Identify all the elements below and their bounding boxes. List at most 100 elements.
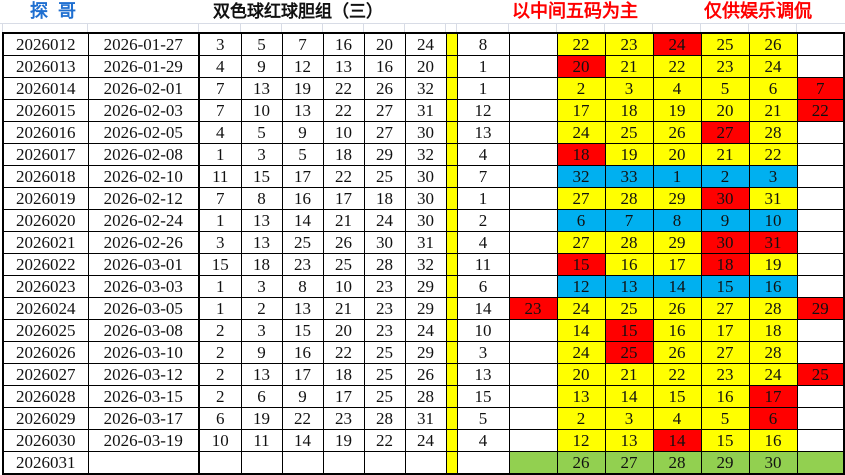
- blue-ball-cell: 10: [456, 319, 510, 342]
- middle-code-cell: 4: [652, 77, 702, 100]
- middle-code-cell: 13: [604, 275, 654, 298]
- date-cell: 2026-02-08: [87, 143, 200, 166]
- separator-stripe: [445, 143, 458, 166]
- red-ball-cell: 30: [404, 187, 447, 210]
- red-ball-cell: 10: [198, 429, 242, 452]
- red-ball-cell: 3: [240, 143, 283, 166]
- table-row: 2026024 2026-03-05 1 2 13 21 23 29 14 23 24 25 26 27 2…: [2, 297, 845, 320]
- middle-code-cell: 12: [556, 429, 606, 452]
- middle-code-cell: 17: [700, 319, 750, 342]
- issue-cell: 2026021: [2, 231, 89, 254]
- red-ball-cell: 22: [363, 429, 406, 452]
- red-ball-cell: 7: [281, 32, 324, 56]
- middle-code-cell: 20: [652, 143, 702, 166]
- red-ball-cell: 13: [240, 77, 283, 100]
- blue-ball-cell: 15: [456, 385, 510, 408]
- left-extra-cell: [508, 55, 558, 78]
- middle-code-cell: 15: [604, 319, 654, 342]
- middle-code-cell: 18: [604, 99, 654, 122]
- blue-ball-cell: 4: [456, 231, 510, 254]
- red-ball-cell: [404, 451, 447, 475]
- issue-cell: 2026031: [2, 451, 89, 475]
- right-extra-cell: [796, 32, 845, 56]
- red-ball-cell: 13: [281, 297, 324, 320]
- red-ball-cell: [363, 451, 406, 475]
- left-extra-cell: [508, 99, 558, 122]
- red-ball-cell: 19: [281, 77, 324, 100]
- red-ball-cell: 30: [404, 165, 447, 188]
- middle-code-cell: 28: [604, 231, 654, 254]
- left-extra-cell: [508, 341, 558, 364]
- middle-code-cell: 26: [748, 32, 798, 56]
- red-ball-cell: 11: [240, 429, 283, 452]
- right-extra-cell: [796, 341, 845, 364]
- blue-ball-cell: 5: [456, 407, 510, 430]
- middle-code-cell: 26: [556, 451, 606, 475]
- right-extra-cell: [796, 407, 845, 430]
- middle-code-cell: 31: [748, 187, 798, 210]
- middle-code-cell: 26: [652, 121, 702, 144]
- middle-code-cell: 19: [604, 143, 654, 166]
- red-ball-cell: 6: [240, 385, 283, 408]
- red-ball-cell: 26: [363, 77, 406, 100]
- left-extra-cell: [508, 363, 558, 386]
- issue-cell: 2026014: [2, 77, 89, 100]
- red-ball-cell: 2: [198, 363, 242, 386]
- issue-cell: 2026013: [2, 55, 89, 78]
- red-ball-cell: 9: [240, 341, 283, 364]
- middle-code-cell: 8: [652, 209, 702, 232]
- blue-ball-cell: 11: [456, 253, 510, 276]
- middle-code-cell: 28: [748, 297, 798, 320]
- left-extra-cell: [508, 385, 558, 408]
- red-ball-cell: 18: [322, 143, 365, 166]
- date-cell: 2026-02-26: [87, 231, 200, 254]
- middle-code-cell: 25: [700, 32, 750, 56]
- table-row: 2026012 2026-01-27 3 5 7 16 20 24 8 22 23 24 25 26: [2, 32, 845, 56]
- red-ball-cell: 21: [322, 209, 365, 232]
- red-ball-cell: 25: [363, 165, 406, 188]
- date-cell: 2026-03-19: [87, 429, 200, 452]
- red-ball-cell: 2: [198, 319, 242, 342]
- blue-ball-cell: 2: [456, 209, 510, 232]
- red-ball-cell: 6: [198, 407, 242, 430]
- red-ball-cell: 26: [404, 363, 447, 386]
- date-cell: 2026-02-12: [87, 187, 200, 210]
- red-ball-cell: 28: [363, 253, 406, 276]
- middle-code-cell: 21: [604, 55, 654, 78]
- middle-code-cell: 27: [700, 121, 750, 144]
- date-cell: 2026-03-01: [87, 253, 200, 276]
- red-ball-cell: 5: [240, 32, 283, 56]
- table-row: 2026020 2026-02-24 1 13 14 21 24 30 2 6 7 8 9 10: [2, 209, 845, 232]
- date-cell: 2026-01-29: [87, 55, 200, 78]
- table-row: 2026018 2026-02-10 11 15 17 22 25 30 7 32 33 1 2 3: [2, 165, 845, 188]
- red-ball-cell: 3: [198, 32, 242, 56]
- left-extra-cell: [508, 407, 558, 430]
- middle-code-cell: 16: [604, 253, 654, 276]
- middle-code-cell: 17: [556, 99, 606, 122]
- blue-ball-cell: 4: [456, 143, 510, 166]
- table-row: 2026025 2026-03-08 2 3 15 20 23 24 10 14 15 16 17 18: [2, 319, 845, 342]
- red-ball-cell: 30: [404, 209, 447, 232]
- red-ball-cell: 8: [281, 275, 324, 298]
- middle-code-cell: 7: [604, 209, 654, 232]
- red-ball-cell: 29: [404, 341, 447, 364]
- red-ball-cell: 16: [322, 32, 365, 56]
- separator-stripe: [445, 165, 458, 188]
- table-row: 2026028 2026-03-15 2 6 9 17 25 28 15 13 14 15 16 17: [2, 385, 845, 408]
- blue-ball-cell: 3: [456, 341, 510, 364]
- red-ball-cell: 22: [281, 407, 324, 430]
- middle-code-cell: 2: [700, 165, 750, 188]
- red-ball-cell: 19: [322, 429, 365, 452]
- right-extra-cell: [796, 143, 845, 166]
- table-row: 2026027 2026-03-12 2 13 17 18 25 26 13 20 21 22 23 24…: [2, 363, 845, 386]
- red-ball-cell: 22: [322, 77, 365, 100]
- red-ball-cell: [281, 451, 324, 475]
- table-row: 2026030 2026-03-19 10 11 14 19 22 24 4 12 13 14 15 16: [2, 429, 845, 452]
- issue-cell: 2026022: [2, 253, 89, 276]
- right-extra-cell: 22: [796, 99, 845, 122]
- red-ball-cell: 25: [363, 341, 406, 364]
- issue-cell: 2026026: [2, 341, 89, 364]
- separator-stripe: [445, 121, 458, 144]
- table-row: 2026017 2026-02-08 1 3 5 18 29 32 4 18 19 20 21 22: [2, 143, 845, 166]
- red-ball-cell: 32: [404, 77, 447, 100]
